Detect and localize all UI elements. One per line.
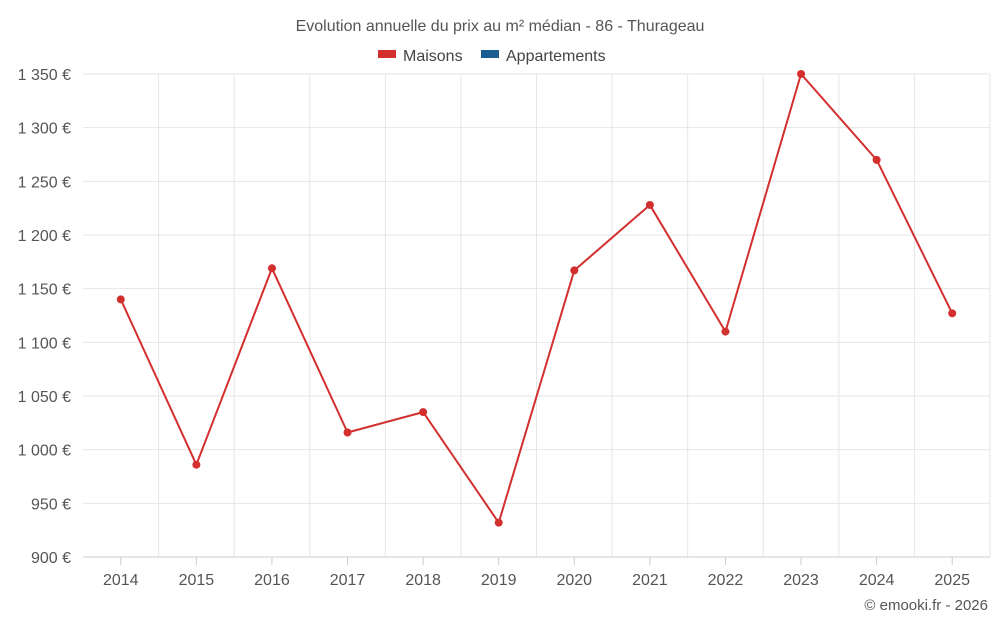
data-point-maisons-2017[interactable] bbox=[343, 428, 352, 437]
series-maisons bbox=[116, 70, 957, 527]
data-point-maisons-2015[interactable] bbox=[192, 460, 201, 469]
y-tick-label: 1 300 € bbox=[18, 121, 71, 138]
y-tick-label: 1 050 € bbox=[18, 389, 71, 406]
x-tick-label: 2024 bbox=[859, 572, 895, 589]
data-point-maisons-2019[interactable] bbox=[494, 518, 503, 527]
x-tick-label: 2018 bbox=[405, 572, 441, 589]
data-point-maisons-2018[interactable] bbox=[419, 408, 428, 417]
data-point-maisons-2025[interactable] bbox=[948, 309, 957, 318]
chart-title: Evolution annuelle du prix au m² médian … bbox=[296, 18, 705, 35]
x-tick-label: 2022 bbox=[708, 572, 744, 589]
legend-swatch-maisons bbox=[378, 50, 396, 58]
x-tick-label: 2014 bbox=[103, 572, 139, 589]
x-tick-label: 2025 bbox=[934, 572, 970, 589]
y-tick-label: 1 200 € bbox=[18, 228, 71, 245]
y-axis: 900 € 950 € 1 000 € 1 050 € 1 100 € 1 150 € 1 … bbox=[18, 67, 71, 567]
x-tick-label: 2015 bbox=[179, 572, 215, 589]
y-tick-label: 1 250 € bbox=[18, 174, 71, 191]
x-tick-label: 2017 bbox=[330, 572, 366, 589]
legend: Maisons Appartements bbox=[378, 48, 606, 65]
x-tick-label: 2023 bbox=[783, 572, 819, 589]
data-point-maisons-2020[interactable] bbox=[570, 266, 579, 275]
data-point-maisons-2021[interactable] bbox=[645, 200, 654, 209]
x-tick-label: 2020 bbox=[556, 572, 592, 589]
legend-label-maisons[interactable]: Maisons bbox=[403, 48, 463, 65]
x-tick-label: 2016 bbox=[254, 572, 290, 589]
legend-label-appartements[interactable]: Appartements bbox=[506, 48, 606, 65]
x-tick-label: 2019 bbox=[481, 572, 517, 589]
data-point-maisons-2014[interactable] bbox=[116, 295, 125, 304]
data-point-maisons-2023[interactable] bbox=[797, 70, 806, 78]
credit-text: © emooki.fr - 2026 bbox=[864, 597, 988, 614]
series-line-maisons bbox=[119, 73, 954, 524]
x-tick-label: 2021 bbox=[632, 572, 668, 589]
y-tick-label: 1 350 € bbox=[18, 67, 71, 84]
y-tick-label: 1 000 € bbox=[18, 443, 71, 460]
data-point-maisons-2016[interactable] bbox=[267, 264, 276, 273]
y-tick-label: 900 € bbox=[31, 550, 71, 567]
x-axis: 2014 2015 2016 2017 2018 2019 2020 2021 2022 2023… bbox=[83, 556, 990, 589]
y-tick-label: 1 150 € bbox=[18, 282, 71, 299]
grid bbox=[83, 73, 991, 557]
data-point-maisons-2024[interactable] bbox=[872, 155, 881, 164]
y-tick-label: 950 € bbox=[31, 496, 71, 513]
y-tick-label: 1 100 € bbox=[18, 335, 71, 352]
data-point-maisons-2022[interactable] bbox=[721, 327, 730, 336]
legend-swatch-appartements bbox=[481, 50, 499, 58]
